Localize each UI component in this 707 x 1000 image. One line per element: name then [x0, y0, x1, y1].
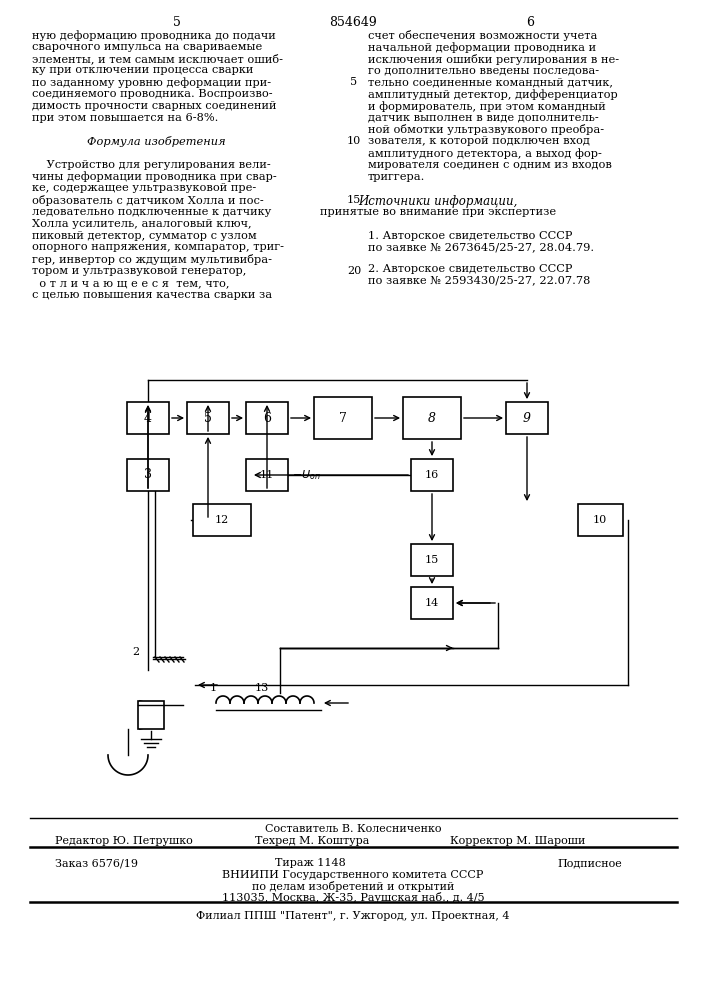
- Bar: [578, 504, 622, 536]
- Text: 5: 5: [173, 16, 181, 29]
- Bar: [411, 544, 453, 576]
- Text: 12: 12: [215, 515, 229, 525]
- Text: ке, содержащее ультразвуковой пре-: ке, содержащее ультразвуковой пре-: [32, 183, 256, 193]
- Text: по заявке № 2673645/25-27, 28.04.79.: по заявке № 2673645/25-27, 28.04.79.: [368, 242, 594, 252]
- Text: мирователя соединен с одним из входов: мирователя соединен с одним из входов: [368, 160, 612, 170]
- Text: чины деформации проводника при свар-: чины деформации проводника при свар-: [32, 172, 276, 182]
- Text: амплитудный детектор, дифференциатор: амплитудный детектор, дифференциатор: [368, 89, 618, 100]
- Text: димость прочности сварных соединений: димость прочности сварных соединений: [32, 101, 276, 111]
- Text: Тираж 1148: Тираж 1148: [274, 858, 346, 868]
- Polygon shape: [140, 701, 163, 729]
- Bar: [138, 701, 164, 729]
- Bar: [411, 459, 453, 491]
- Text: ку при отключении процесса сварки: ку при отключении процесса сварки: [32, 65, 253, 75]
- Bar: [246, 459, 288, 491]
- Text: 8: 8: [428, 412, 436, 424]
- Text: 4: 4: [144, 412, 152, 424]
- Text: 15: 15: [347, 195, 361, 205]
- Bar: [403, 397, 461, 439]
- Text: образователь с датчиком Холла и пос-: образователь с датчиком Холла и пос-: [32, 195, 264, 206]
- Text: 854649: 854649: [329, 16, 377, 29]
- Text: зователя, к которой подключен вход: зователя, к которой подключен вход: [368, 136, 590, 146]
- Text: тельно соединенные командный датчик,: тельно соединенные командный датчик,: [368, 77, 613, 87]
- Text: 3: 3: [144, 468, 152, 482]
- Text: по заданному уровню деформации при-: по заданному уровню деформации при-: [32, 77, 271, 88]
- Text: принятые во внимание при экспертизе: принятые во внимание при экспертизе: [320, 207, 556, 217]
- Text: соединяемого проводника. Воспроизво-: соединяемого проводника. Воспроизво-: [32, 89, 273, 99]
- Text: 14: 14: [425, 598, 439, 608]
- Text: и формирователь, при этом командный: и формирователь, при этом командный: [368, 101, 606, 112]
- Bar: [506, 402, 548, 434]
- Text: сварочного импульса на свариваемые: сварочного импульса на свариваемые: [32, 42, 262, 52]
- Bar: [246, 402, 288, 434]
- Text: пиковый детектор, сумматор с узлом: пиковый детектор, сумматор с узлом: [32, 231, 257, 241]
- Text: по заявке № 2593430/25-27, 22.07.78: по заявке № 2593430/25-27, 22.07.78: [368, 275, 590, 285]
- Bar: [314, 397, 372, 439]
- Text: го дополнительно введены последова-: го дополнительно введены последова-: [368, 65, 599, 75]
- Text: Заказ 6576/19: Заказ 6576/19: [55, 858, 138, 868]
- Text: 1. Авторское свидетельство СССР: 1. Авторское свидетельство СССР: [368, 231, 573, 241]
- Text: 16: 16: [425, 470, 439, 480]
- Text: гер, инвертор со ждущим мультивибра-: гер, инвертор со ждущим мультивибра-: [32, 254, 272, 265]
- Text: 20: 20: [347, 266, 361, 276]
- Text: с целью повышения качества сварки за: с целью повышения качества сварки за: [32, 290, 272, 300]
- Text: по делам изобретений и открытий: по делам изобретений и открытий: [252, 881, 454, 892]
- Text: 5: 5: [204, 412, 212, 424]
- Bar: [411, 587, 453, 619]
- Text: ную деформацию проводника до подачи: ную деформацию проводника до подачи: [32, 30, 276, 41]
- Text: 13: 13: [255, 683, 269, 693]
- Text: датчик выполнен в виде дополнитель-: датчик выполнен в виде дополнитель-: [368, 113, 599, 123]
- Text: Составитель В. Колесниченко: Составитель В. Колесниченко: [264, 824, 441, 834]
- Text: 11: 11: [260, 470, 274, 480]
- Bar: [127, 459, 169, 491]
- Text: Техред М. Коштура: Техред М. Коштура: [255, 836, 369, 846]
- Text: Холла усилитель, аналоговый ключ,: Холла усилитель, аналоговый ключ,: [32, 219, 252, 229]
- Text: Филиал ППШ "Патент", г. Ужгород, ул. Проектная, 4: Филиал ППШ "Патент", г. Ужгород, ул. Про…: [197, 911, 510, 921]
- Text: Устройство для регулирования вели-: Устройство для регулирования вели-: [32, 160, 271, 170]
- Text: 7: 7: [339, 412, 347, 424]
- Text: 2: 2: [132, 647, 139, 657]
- Text: 15: 15: [425, 555, 439, 565]
- Text: Формула изобретения: Формула изобретения: [87, 136, 226, 147]
- Text: элементы, и тем самым исключает ошиб-: элементы, и тем самым исключает ошиб-: [32, 54, 283, 64]
- Text: опорного напряжения, компаратор, триг-: опорного напряжения, компаратор, триг-: [32, 242, 284, 252]
- Text: 10: 10: [347, 136, 361, 146]
- Text: ной обмотки ультразвукового преобра-: ной обмотки ультразвукового преобра-: [368, 124, 604, 135]
- Text: исключения ошибки регулирования в не-: исключения ошибки регулирования в не-: [368, 54, 619, 65]
- Text: 5: 5: [351, 77, 358, 87]
- Bar: [187, 402, 229, 434]
- Text: 6: 6: [526, 16, 534, 29]
- Bar: [193, 504, 251, 536]
- Bar: [127, 402, 169, 434]
- Text: 1: 1: [210, 683, 217, 693]
- Text: 2. Авторское свидетельство СССР: 2. Авторское свидетельство СССР: [368, 264, 573, 274]
- Text: начальной деформации проводника и: начальной деформации проводника и: [368, 42, 596, 53]
- Text: счет обеспечения возможности учета: счет обеспечения возможности учета: [368, 30, 597, 41]
- Text: при этом повышается на 6-8%.: при этом повышается на 6-8%.: [32, 113, 218, 123]
- Text: амплитудного детектора, а выход фор-: амплитудного детектора, а выход фор-: [368, 148, 602, 159]
- Text: триггера.: триггера.: [368, 172, 426, 182]
- Text: Подписное: Подписное: [558, 858, 622, 868]
- Text: Источники информации,: Источники информации,: [358, 195, 518, 208]
- Text: Корректор М. Шароши: Корректор М. Шароши: [450, 836, 585, 846]
- Text: ВНИИПИ Государственного комитета СССР: ВНИИПИ Государственного комитета СССР: [222, 870, 484, 880]
- Text: 10: 10: [593, 515, 607, 525]
- Text: 113035, Москва, Ж-35, Раушская наб., д. 4/5: 113035, Москва, Ж-35, Раушская наб., д. …: [222, 892, 484, 903]
- Text: тором и ультразвуковой генератор,: тором и ультразвуковой генератор,: [32, 266, 246, 276]
- Text: $-U_{оп}$: $-U_{оп}$: [292, 468, 321, 482]
- Text: Редактор Ю. Петрушко: Редактор Ю. Петрушко: [55, 836, 193, 846]
- Text: 6: 6: [263, 412, 271, 424]
- Text: ледовательно подключенные к датчику: ледовательно подключенные к датчику: [32, 207, 271, 217]
- Text: о т л и ч а ю щ е е с я  тем, что,: о т л и ч а ю щ е е с я тем, что,: [32, 278, 230, 288]
- Text: 9: 9: [523, 412, 531, 424]
